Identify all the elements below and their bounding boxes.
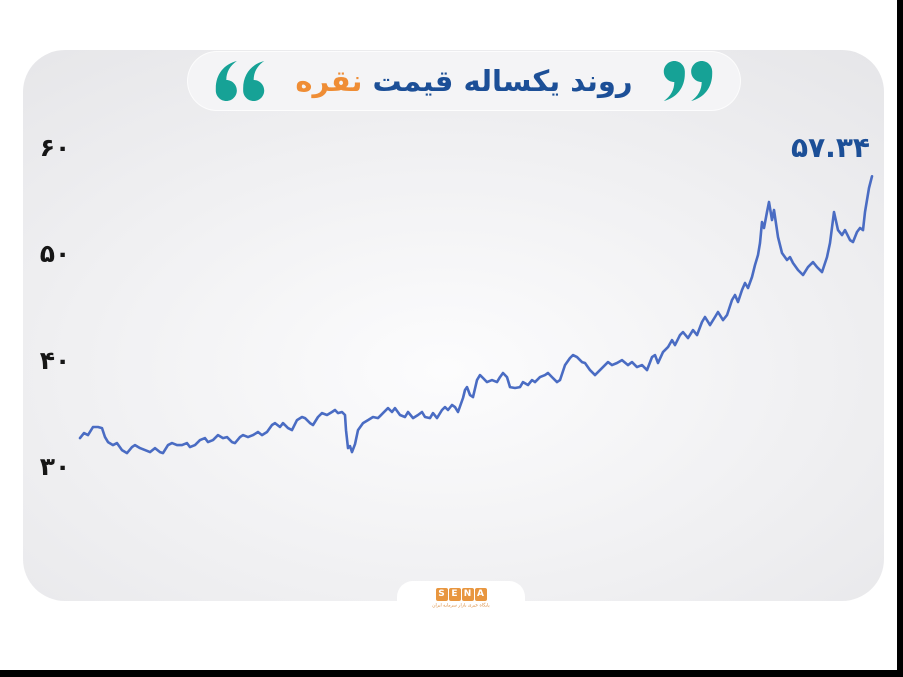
page-title: روند یکساله قیمت نقره [266,52,662,110]
price-line [78,175,874,455]
y-axis-tick-30: ۳۰ [39,451,71,481]
right-black-bar [897,0,903,677]
page-title-main: روند یکساله قیمت [372,64,633,98]
sena-logo-caption: پایگاه خبری بازار سرمایه ایران [432,603,490,609]
open-quote-icon [215,61,265,101]
sena-logo-tile: A [474,588,487,601]
close-quote-icon [663,61,713,101]
title-pill: روند یکساله قیمت نقره [188,52,740,110]
chart-panel [23,50,884,601]
y-axis-tick-40: ۴۰ [39,345,71,375]
last-value-label: ۵۷.۳۴ [791,131,870,164]
y-axis-tick-60: ۶۰ [39,133,71,162]
bottom-black-bar [0,670,903,677]
sena-logo-tile: N [461,588,474,601]
sena-logo-tile: S [435,588,448,601]
page-title-highlight: نقره [295,64,363,98]
sena-logo-tile: E [448,588,461,601]
y-axis-tick-50: ۵۰ [39,239,71,269]
